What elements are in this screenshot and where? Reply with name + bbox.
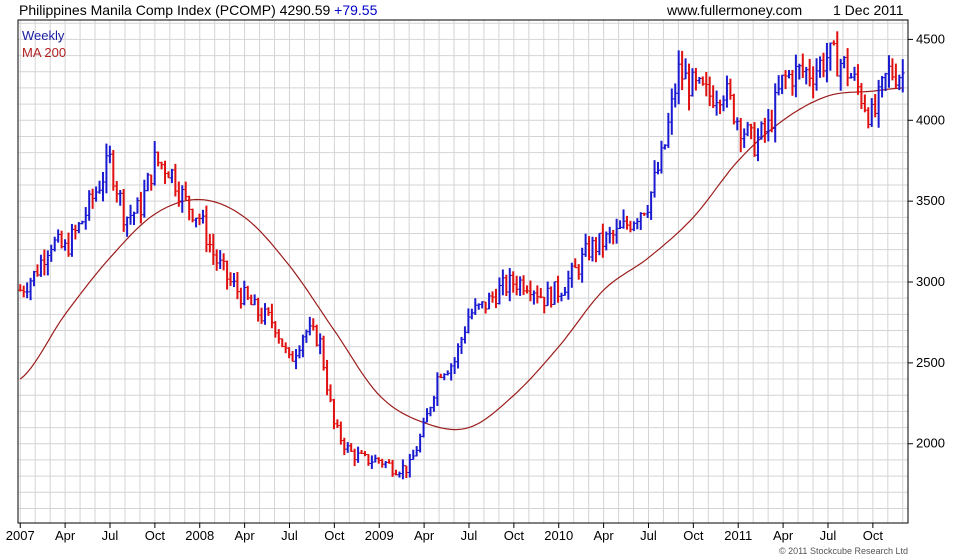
copyright: © 2011 Stockcube Research Ltd [779,546,908,556]
y-tick-label: 2000 [916,436,945,451]
y-tick-label: 4500 [916,31,945,46]
x-tick-label: Apr [55,528,76,543]
legend-weekly: Weekly [22,28,65,43]
y-tick-label: 3000 [916,274,945,289]
y-tick-label: 3500 [916,193,945,208]
x-tick-label: Apr [234,528,255,543]
x-tick-label: Jul [102,528,119,543]
x-tick-label: Jul [281,528,298,543]
x-tick-label: Apr [593,528,614,543]
x-tick-label: Jul [461,528,478,543]
ma-200-line [19,87,903,431]
x-tick-label: Apr [414,528,435,543]
y-tick-label: 4000 [916,112,945,127]
grid [18,20,908,523]
x-tick-label: Oct [683,528,704,543]
x-tick-label: 2011 [724,528,752,543]
x-tick-label: Apr [773,528,794,543]
weekly-bars [18,31,905,480]
y-tick-label: 2500 [916,355,945,370]
ma-200-path [19,87,903,431]
x-tick-label: 2009 [365,528,394,543]
x-tick-label: Oct [863,528,884,543]
title-text: Philippines Manila Comp Index (PCOMP) 42… [19,2,331,18]
plot-frame [17,19,909,524]
x-tick-label: 2007 [6,528,35,543]
y-axis: 2000 2500 3000 3500 4000 4500 [908,31,945,451]
chart-date: 1 Dec 2011 [833,2,904,18]
price-change: +79.55 [334,2,378,18]
x-axis: 2007 Apr Jul Oct 2008 Apr Jul Oct 2009 Apr Jul Oct 2… [6,523,884,543]
x-tick-label: 2010 [544,528,573,543]
x-tick-label: Oct [145,528,166,543]
x-tick-label: Jul [640,528,657,543]
x-tick-label: Oct [324,528,345,543]
x-tick-label: Oct [504,528,525,543]
chart-title: Philippines Manila Comp Index (PCOMP) 42… [19,1,377,19]
x-tick-label: 2008 [185,528,214,543]
x-tick-label: Jul [820,528,837,543]
legend-ma-200: MA 200 [22,45,66,60]
site-url: www.fullermoney.com [667,2,803,18]
